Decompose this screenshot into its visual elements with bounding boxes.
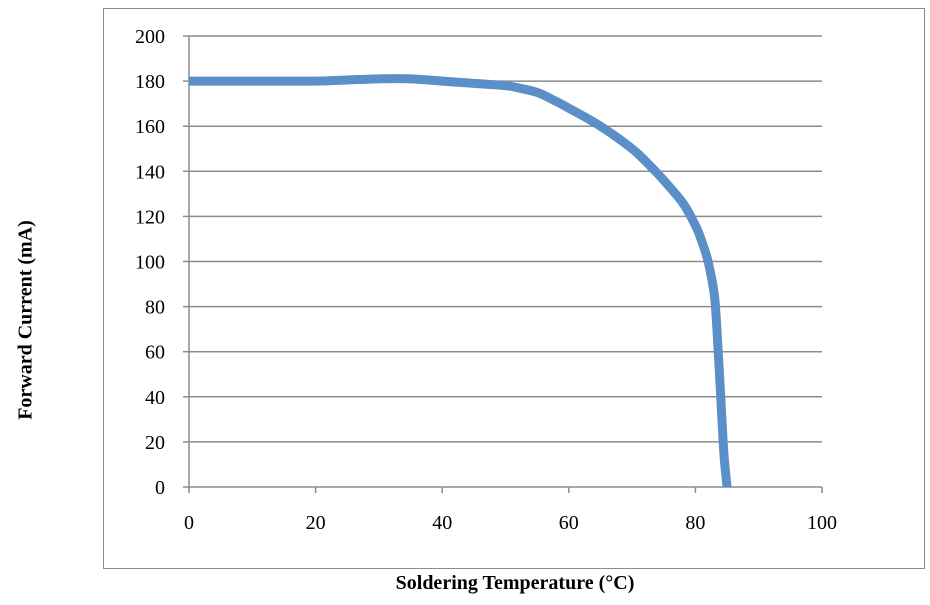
x-axis-title: Soldering Temperature (°C) — [395, 572, 635, 594]
y-tick-label: 180 — [135, 71, 165, 93]
y-tick-label: 20 — [145, 432, 165, 454]
x-tick-label: 20 — [306, 512, 326, 534]
y-tick-label: 60 — [145, 342, 165, 364]
x-tick-label: 60 — [559, 512, 579, 534]
y-tick-label: 100 — [135, 252, 165, 274]
y-tick-label: 120 — [135, 206, 165, 228]
x-tick-label: 0 — [184, 512, 194, 534]
x-tick-label: 40 — [432, 512, 452, 534]
y-tick-label: 80 — [145, 297, 165, 319]
y-tick-label: 160 — [135, 116, 165, 138]
y-tick-label: 200 — [135, 26, 165, 48]
y-tick-label: 0 — [155, 477, 165, 499]
y-axis-title: Forward Current (mA) — [14, 220, 37, 420]
y-tick-label: 40 — [145, 387, 165, 409]
gridlines — [189, 35, 822, 443]
series-line — [189, 74, 732, 488]
series-layer — [189, 74, 732, 488]
x-tick-label: 100 — [807, 512, 837, 534]
x-tick-label: 80 — [685, 512, 705, 534]
chart-frame — [103, 8, 925, 569]
y-tick-label: 140 — [135, 161, 165, 183]
tick-labels: 0 20 40 60 80 100 120 140 160 180 200 0 20 40 60 80 100 — [135, 26, 837, 534]
axes — [183, 35, 823, 493]
